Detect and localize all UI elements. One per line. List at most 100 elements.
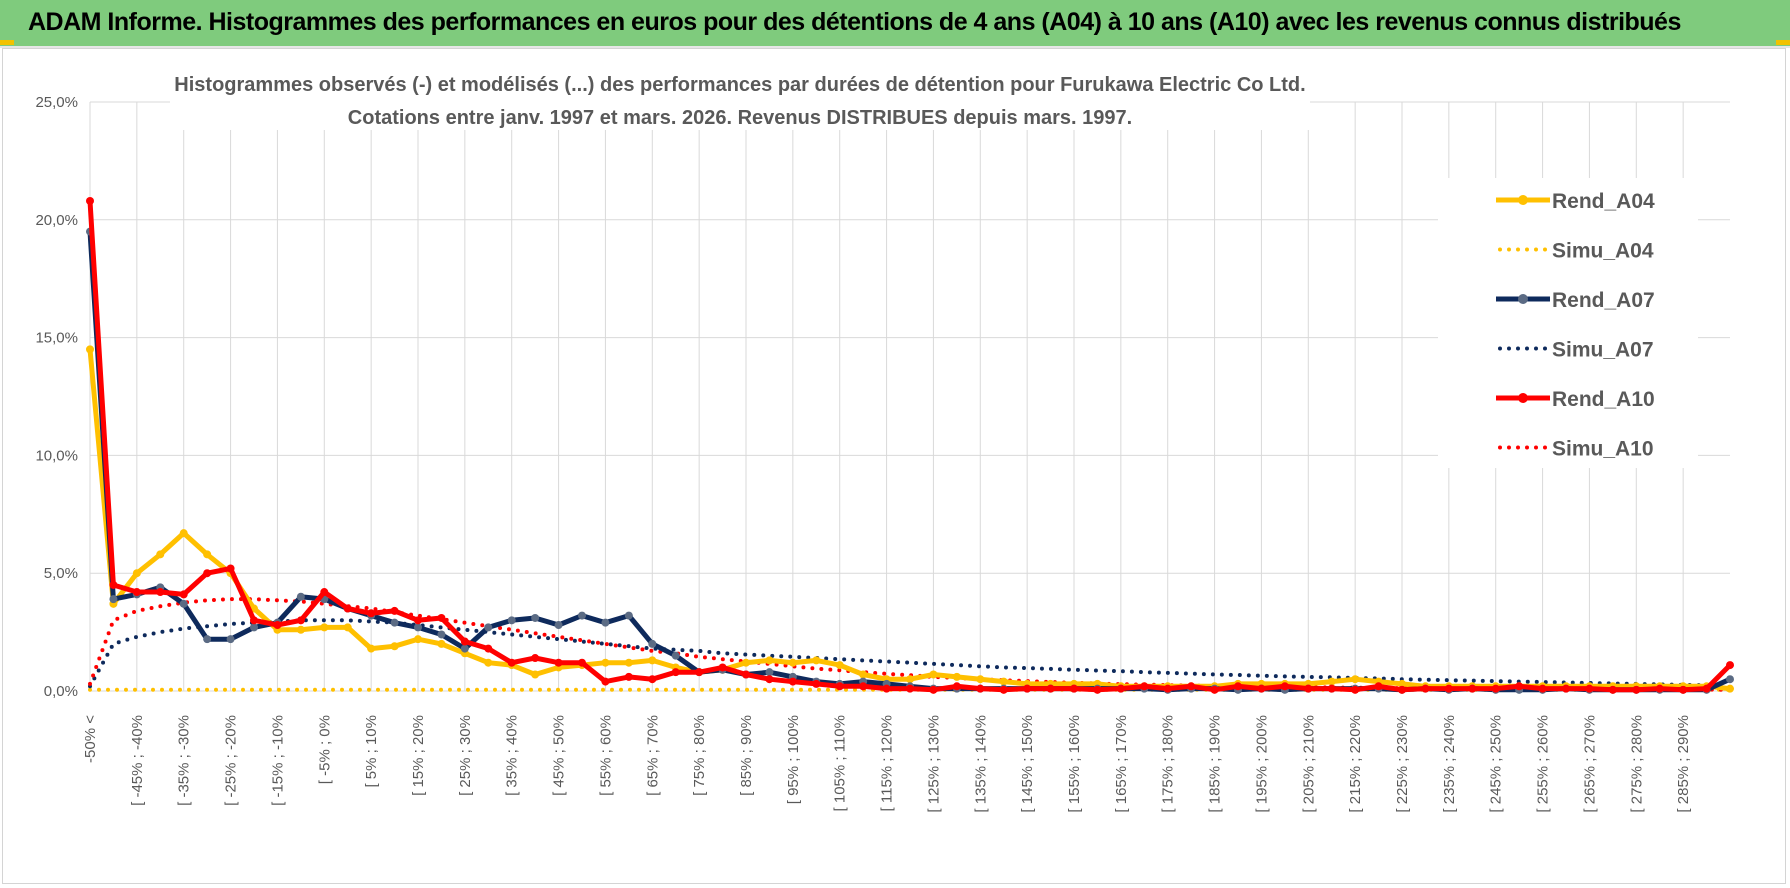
data-point: [742, 670, 750, 679]
chart-title-group: Histogrammes observés (-) et modélisés (…: [170, 66, 1310, 130]
banner-title: ADAM Informe. Histogrammes des performan…: [28, 8, 1681, 36]
x-tick-label: [ 215% ; 220%: [1347, 715, 1364, 813]
data-point: [226, 635, 235, 644]
data-point: [1234, 682, 1242, 691]
legend-item-Rend_A10: Rend_A10: [1496, 388, 1655, 411]
x-tick-label: [ 85% ; 90%: [738, 715, 755, 796]
data-point: [1351, 685, 1360, 694]
x-tick-label: [ 245% ; 250%: [1488, 715, 1505, 813]
data-point: [320, 623, 329, 632]
data-point: [1023, 684, 1032, 693]
x-tick-label: [ 175% ; 180%: [1160, 715, 1177, 813]
series-Simu_A07: [88, 618, 1732, 691]
data-point: [718, 663, 727, 672]
data-point: [484, 658, 493, 667]
legend-label: Rend_A04: [1552, 190, 1655, 213]
data-point: [531, 613, 540, 622]
x-tick-label: [ 165% ; 170%: [1113, 715, 1130, 813]
x-tick-label: [ 55% ; 60%: [597, 715, 614, 796]
data-point: [1562, 684, 1570, 693]
data-point: [1327, 684, 1336, 693]
data-point: [250, 623, 258, 632]
series-layer: [86, 196, 1734, 694]
series-Rend_A10: [86, 196, 1734, 694]
data-point: [414, 623, 422, 632]
data-point: [812, 679, 821, 688]
x-tick-label: [ 5% ; 10%: [363, 715, 380, 788]
data-point: [671, 668, 680, 677]
data-point: [1280, 682, 1289, 691]
legend-label: Simu_A10: [1552, 438, 1654, 461]
data-point: [1444, 684, 1453, 693]
chart-title-background: [170, 66, 1310, 130]
data-point: [390, 606, 399, 615]
data-point: [835, 661, 844, 670]
data-point: [86, 196, 94, 205]
x-tick-label: -50% <: [82, 715, 99, 763]
data-point: [601, 677, 610, 686]
data-point: [179, 529, 188, 538]
x-tick-label: [ -45% ; -40%: [129, 715, 146, 806]
data-point: [390, 642, 399, 651]
data-point: [976, 684, 985, 693]
data-point: [624, 672, 633, 681]
x-tick-label: [ 125% ; 130%: [925, 715, 942, 813]
legend-item-Rend_A04: Rend_A04: [1496, 190, 1655, 213]
data-point: [648, 639, 657, 648]
data-point: [86, 345, 94, 354]
data-point: [156, 550, 165, 559]
data-point: [203, 569, 212, 578]
data-point: [1726, 684, 1734, 693]
data-point: [999, 685, 1008, 694]
data-point: [882, 684, 891, 693]
x-tick-label: [ 185% ; 190%: [1207, 715, 1224, 813]
legend-item-Simu_A04: Simu_A04: [1498, 240, 1654, 263]
data-point: [1421, 684, 1430, 693]
data-point: [1351, 675, 1360, 684]
data-point: [742, 658, 750, 667]
data-point: [367, 609, 376, 618]
data-point: [296, 592, 305, 601]
corner-marker-left: [0, 40, 14, 45]
data-point: [179, 599, 188, 608]
data-point: [531, 654, 540, 663]
data-point: [1398, 679, 1406, 688]
data-point: [1210, 685, 1219, 694]
data-point: [367, 644, 376, 653]
data-point: [1726, 661, 1734, 670]
data-point: [859, 670, 868, 679]
data-point: [1187, 682, 1196, 691]
data-point: [507, 616, 516, 625]
data-point: [1702, 684, 1711, 693]
data-point: [179, 590, 188, 599]
x-tick-label: [ -5% ; 0%: [316, 715, 333, 784]
data-point: [554, 658, 563, 667]
x-tick-label: [ 275% ; 280%: [1628, 715, 1645, 813]
legend-marker: [1518, 393, 1528, 403]
x-tick-label: [ 145% ; 150%: [1019, 715, 1036, 813]
legend-item-Simu_A07: Simu_A07: [1498, 339, 1654, 362]
x-tick-label: [ 75% ; 80%: [691, 715, 708, 796]
title-banner: ADAM Informe. Histogrammes des performan…: [0, 0, 1790, 48]
data-point: [976, 675, 985, 684]
data-point: [484, 623, 493, 632]
y-axis: 0,0% 5,0% 10,0% 15,0% 20,0% 25,0%: [35, 94, 78, 700]
data-point: [765, 668, 774, 677]
data-point: [343, 623, 352, 632]
legend-label: Rend_A10: [1552, 388, 1655, 411]
data-point: [1608, 685, 1617, 694]
data-point: [109, 580, 118, 589]
x-tick-label: [ 45% ; 50%: [551, 715, 568, 796]
chart-title: Histogrammes observés (-) et modélisés (…: [174, 74, 1305, 96]
data-point: [1070, 684, 1078, 693]
legend-label: Simu_A07: [1552, 339, 1654, 362]
data-point: [906, 675, 914, 684]
series-Simu_A10: [88, 597, 1732, 692]
data-point: [1585, 684, 1594, 693]
data-point: [788, 677, 797, 686]
data-point: [414, 635, 422, 644]
legend-marker: [1518, 294, 1528, 304]
data-point: [460, 637, 469, 646]
x-tick-label: [ -25% ; -20%: [223, 715, 240, 806]
